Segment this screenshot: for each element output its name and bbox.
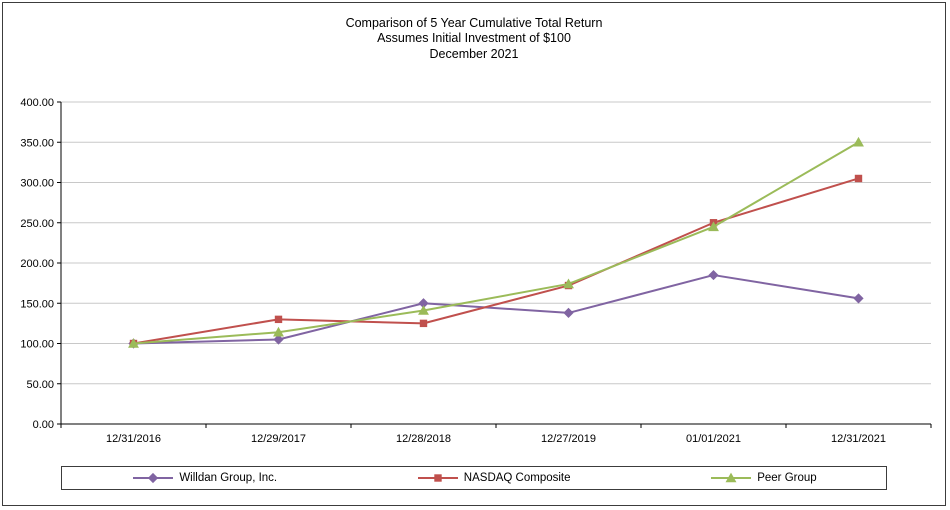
legend-label-nasdaq: NASDAQ Composite [463,471,571,484]
legend-item-peer: Peer Group [709,471,817,484]
data-point-triangle [708,221,719,231]
x-tick-label: 12/31/2021 [831,433,886,445]
gridlines [61,101,931,384]
data-point-triangle [563,278,574,288]
y-axis-labels: 0.00 50.00 100.00 150.00 200.00 250.00 300.00 3… [20,97,61,431]
y-tick-label: 250.00 [20,218,54,230]
data-point-triangle [128,337,139,348]
legend-label-peer: Peer Group [757,471,817,484]
x-tick-label: 12/28/2018 [396,433,451,445]
chart-title-block: Comparison of 5 Year Cumulative Total Re… [3,3,945,62]
legend: Willdan Group, Inc. NASDAQ Composite Pee… [61,465,887,490]
data-point-square [854,174,863,182]
y-tick-label: 100.00 [20,338,54,350]
data-point-diamond [853,293,864,304]
legend-item-willdan: Willdan Group, Inc. [131,472,277,484]
x-tick-label: 12/29/2017 [251,433,306,445]
y-tick-label: 200.00 [20,258,54,270]
legend-marker-square-icon [417,474,458,482]
x-tick-label: 01/01/2021 [686,433,741,445]
y-tick-label: 350.00 [20,137,54,149]
chart-date-label: December 2021 [429,46,519,61]
legend-marker-diamond-icon [133,472,174,483]
y-tick-label: 300.00 [20,177,54,189]
chart-subtitle: Assumes Initial Investment of $100 [377,31,571,46]
y-tick-label: 400.00 [20,97,54,109]
legend-item-nasdaq: NASDAQ Composite [416,472,571,484]
data-point-diamond [708,269,719,280]
y-tick-label: 150.00 [20,298,54,310]
series-nasdaq-composite [129,174,863,347]
data-point-square [419,319,428,327]
data-point-square [274,315,283,323]
data-point-triangle [273,326,284,337]
data-point-triangle [418,304,429,315]
legend-marker-triangle-icon [711,472,752,483]
series-willdan-group-inc [128,269,864,349]
plot-svg: 0.00 50.00 100.00 150.00 200.00 250.00 300.00 3… [20,97,932,445]
y-tick-label: 0.00 [33,419,54,431]
data-point-square [434,474,442,482]
x-tick-label: 12/31/2016 [106,433,161,445]
x-axis-labels: 12/31/2016 12/29/2017 12/28/2018 12/27/2019… [60,423,932,445]
data-point-diamond [148,472,159,483]
data-point-triangle [853,136,864,147]
x-tick-label: 12/27/2019 [541,433,596,445]
series-peer-group [128,136,864,348]
data-point-diamond [563,307,574,318]
chart-title: Comparison of 5 Year Cumulative Total Re… [345,16,603,30]
y-tick-label: 50.00 [26,379,54,391]
data-point-triangle [725,472,737,483]
legend-label-willdan: Willdan Group, Inc. [179,471,278,484]
data-point-diamond [273,334,284,345]
